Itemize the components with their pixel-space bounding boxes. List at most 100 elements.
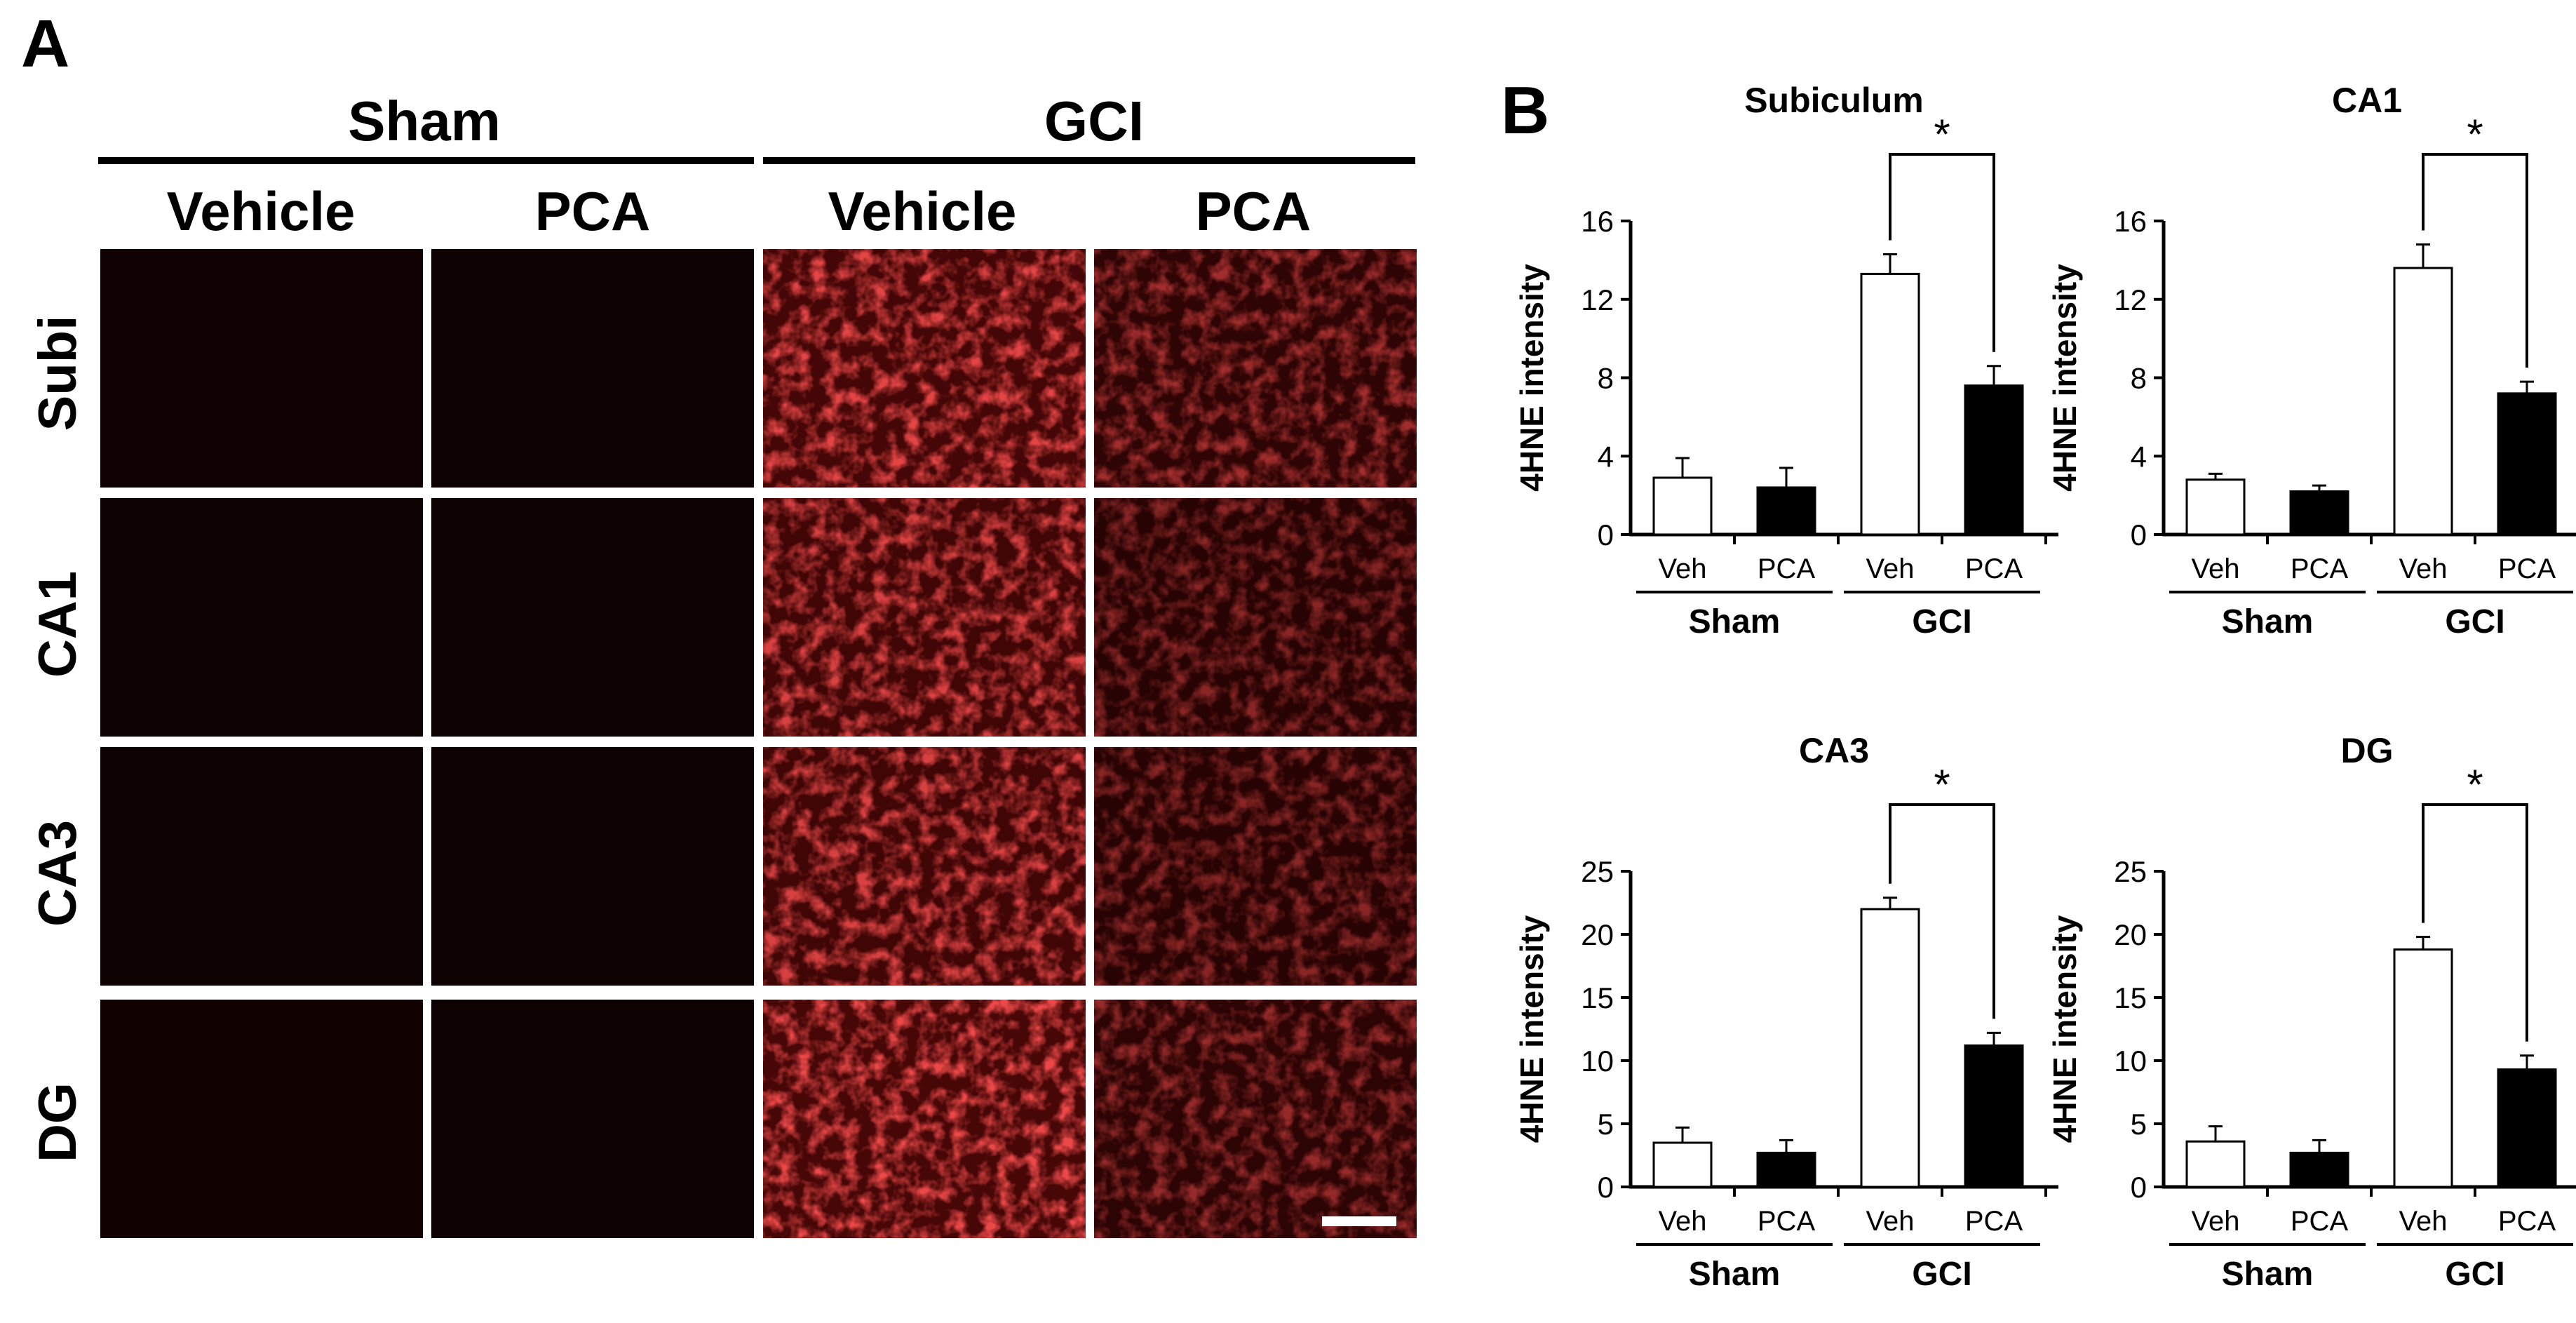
significance-bracket <box>1889 153 1995 352</box>
group-label: Sham <box>1689 603 1781 640</box>
x-tick-label: PCA <box>2291 1206 2349 1237</box>
panel-a-label: A <box>21 6 69 81</box>
y-tick-label: 20 <box>1581 918 1614 951</box>
micrograph-ca3-gci-pca <box>1094 747 1417 986</box>
panel-b-label: B <box>1501 73 1549 148</box>
bar-charts: Subiculum 4HNE intensity 0 4 8 12 16 Veh PCA Veh P… <box>1513 81 2576 1293</box>
micrograph-ca3-sham-vehicle <box>100 747 423 986</box>
stain-faint <box>100 249 423 488</box>
chart-title: DG <box>2341 731 2394 770</box>
x-tick-label: Veh <box>1659 553 1707 584</box>
stain-faint <box>431 1000 754 1238</box>
stain-faint <box>431 249 754 488</box>
micrograph-ca1-gci-vehicle <box>763 498 1086 737</box>
panel-a: A Sham GCI Vehicle PCA Vehicle PCA Subi … <box>21 6 1417 1238</box>
x-tick-label: PCA <box>2498 1206 2556 1237</box>
row-label-ca3: CA3 <box>28 820 88 927</box>
bar-pca-sham <box>1756 486 1816 536</box>
stain-texture <box>1094 747 1417 986</box>
column-label-gci-pca: PCA <box>1196 180 1311 242</box>
y-tick-label: 4 <box>1598 440 1614 473</box>
column-label-gci-vehicle: Vehicle <box>828 180 1017 242</box>
bar-veh-sham <box>2185 478 2246 536</box>
micrograph-subi-gci-pca <box>1094 249 1417 488</box>
x-tick-label: PCA <box>1758 553 1816 584</box>
y-tick-label: 5 <box>1598 1108 1614 1141</box>
micrograph-ca3-sham-pca <box>431 747 754 986</box>
bar-veh-gci <box>1860 908 1920 1188</box>
chart-ca1: CA1 4HNE intensity 0 4 8 12 16 Veh PCA Veh PCA Sham… <box>2046 81 2576 640</box>
y-tick-label: 0 <box>2131 518 2147 551</box>
stain-texture <box>763 498 1086 737</box>
chart-ca3: CA3 4HNE intensity 0 5 10 15 20 25 Veh PCA Veh PCA S… <box>1513 731 2058 1293</box>
significance-marker: * <box>1934 111 1950 158</box>
stain-texture <box>1094 498 1417 737</box>
y-tick-label: 8 <box>2131 362 2147 395</box>
y-tick-label: 4 <box>2131 440 2147 473</box>
stain-faint <box>100 747 423 986</box>
micrograph-subi-gci-vehicle <box>763 249 1086 488</box>
micrograph-ca1-gci-pca <box>1094 498 1417 737</box>
chart-dg: DG 4HNE intensity 0 5 10 15 20 25 Veh PCA Veh PCA Sh… <box>2046 731 2576 1293</box>
micrograph-background <box>100 249 423 488</box>
group-label: GCI <box>1912 1256 1971 1293</box>
bar-veh-sham <box>1652 476 1713 536</box>
group-label: GCI <box>2445 603 2504 640</box>
group-label-gci: GCI <box>1044 90 1144 152</box>
significance-marker: * <box>2467 761 2483 808</box>
micrograph-background <box>100 1000 423 1238</box>
y-tick-label: 16 <box>2114 205 2147 238</box>
bar-pca-sham <box>1756 1151 1816 1188</box>
x-tick-label: PCA <box>1965 1206 2023 1237</box>
micrograph-grid <box>100 249 1417 1238</box>
x-tick-label: Veh <box>1866 1206 1915 1237</box>
stain-texture <box>763 747 1086 986</box>
group-label: Sham <box>2222 603 2314 640</box>
x-tick-label: Veh <box>1866 553 1915 584</box>
micrograph-subi-sham-pca <box>431 249 754 488</box>
bar-veh-gci <box>1860 272 1920 536</box>
bar-pca-sham <box>2289 1151 2349 1188</box>
bar-veh-sham <box>1652 1141 1713 1188</box>
y-tick-label: 8 <box>1598 362 1614 395</box>
stain-texture <box>1094 249 1417 488</box>
stain-texture <box>1094 1000 1417 1238</box>
column-label-sham-pca: PCA <box>535 180 651 242</box>
x-tick-label: PCA <box>2291 553 2349 584</box>
bar-pca-gci <box>2497 392 2557 536</box>
y-tick-label: 10 <box>1581 1045 1614 1077</box>
y-axis-label: 4HNE intensity <box>1513 915 1550 1143</box>
micrograph-background <box>100 747 423 986</box>
y-tick-label: 0 <box>1598 518 1614 551</box>
y-tick-label: 15 <box>2114 981 2147 1014</box>
bar-pca-gci <box>1964 1044 2024 1188</box>
group-underline-gci <box>763 157 1415 164</box>
micrograph-ca3-gci-vehicle <box>763 747 1086 986</box>
y-tick-label: 0 <box>2131 1171 2147 1204</box>
stain-texture <box>763 1000 1086 1238</box>
row-label-subi: Subi <box>28 316 88 431</box>
y-axis-label: 4HNE intensity <box>2046 915 2083 1143</box>
group-label: GCI <box>2445 1256 2504 1293</box>
stain-faint <box>100 1000 423 1238</box>
row-label-ca1: CA1 <box>28 571 88 678</box>
x-tick-label: PCA <box>2498 553 2556 584</box>
y-tick-label: 25 <box>2114 855 2147 888</box>
y-axis-label: 4HNE intensity <box>2046 264 2083 492</box>
micrograph-background <box>431 1000 754 1238</box>
stain-faint <box>431 498 754 737</box>
significance-bracket <box>2422 803 2528 1042</box>
significance-bracket <box>1889 803 1995 1019</box>
bar-veh-gci <box>2393 267 2453 536</box>
x-tick-label: Veh <box>2399 1206 2448 1237</box>
panel-b: B Subiculum 4HNE intensity 0 4 8 12 16 Veh PCA Ve… <box>1501 73 2576 1293</box>
stain-texture <box>763 249 1086 488</box>
y-axis-label: 4HNE intensity <box>1513 264 1550 492</box>
group-label: Sham <box>2222 1256 2314 1293</box>
micrograph-background <box>431 498 754 737</box>
y-tick-label: 10 <box>2114 1045 2147 1077</box>
micrograph-background <box>431 747 754 986</box>
x-tick-label: Veh <box>2192 553 2240 584</box>
y-tick-label: 15 <box>1581 981 1614 1014</box>
y-tick-label: 12 <box>1581 283 1614 316</box>
